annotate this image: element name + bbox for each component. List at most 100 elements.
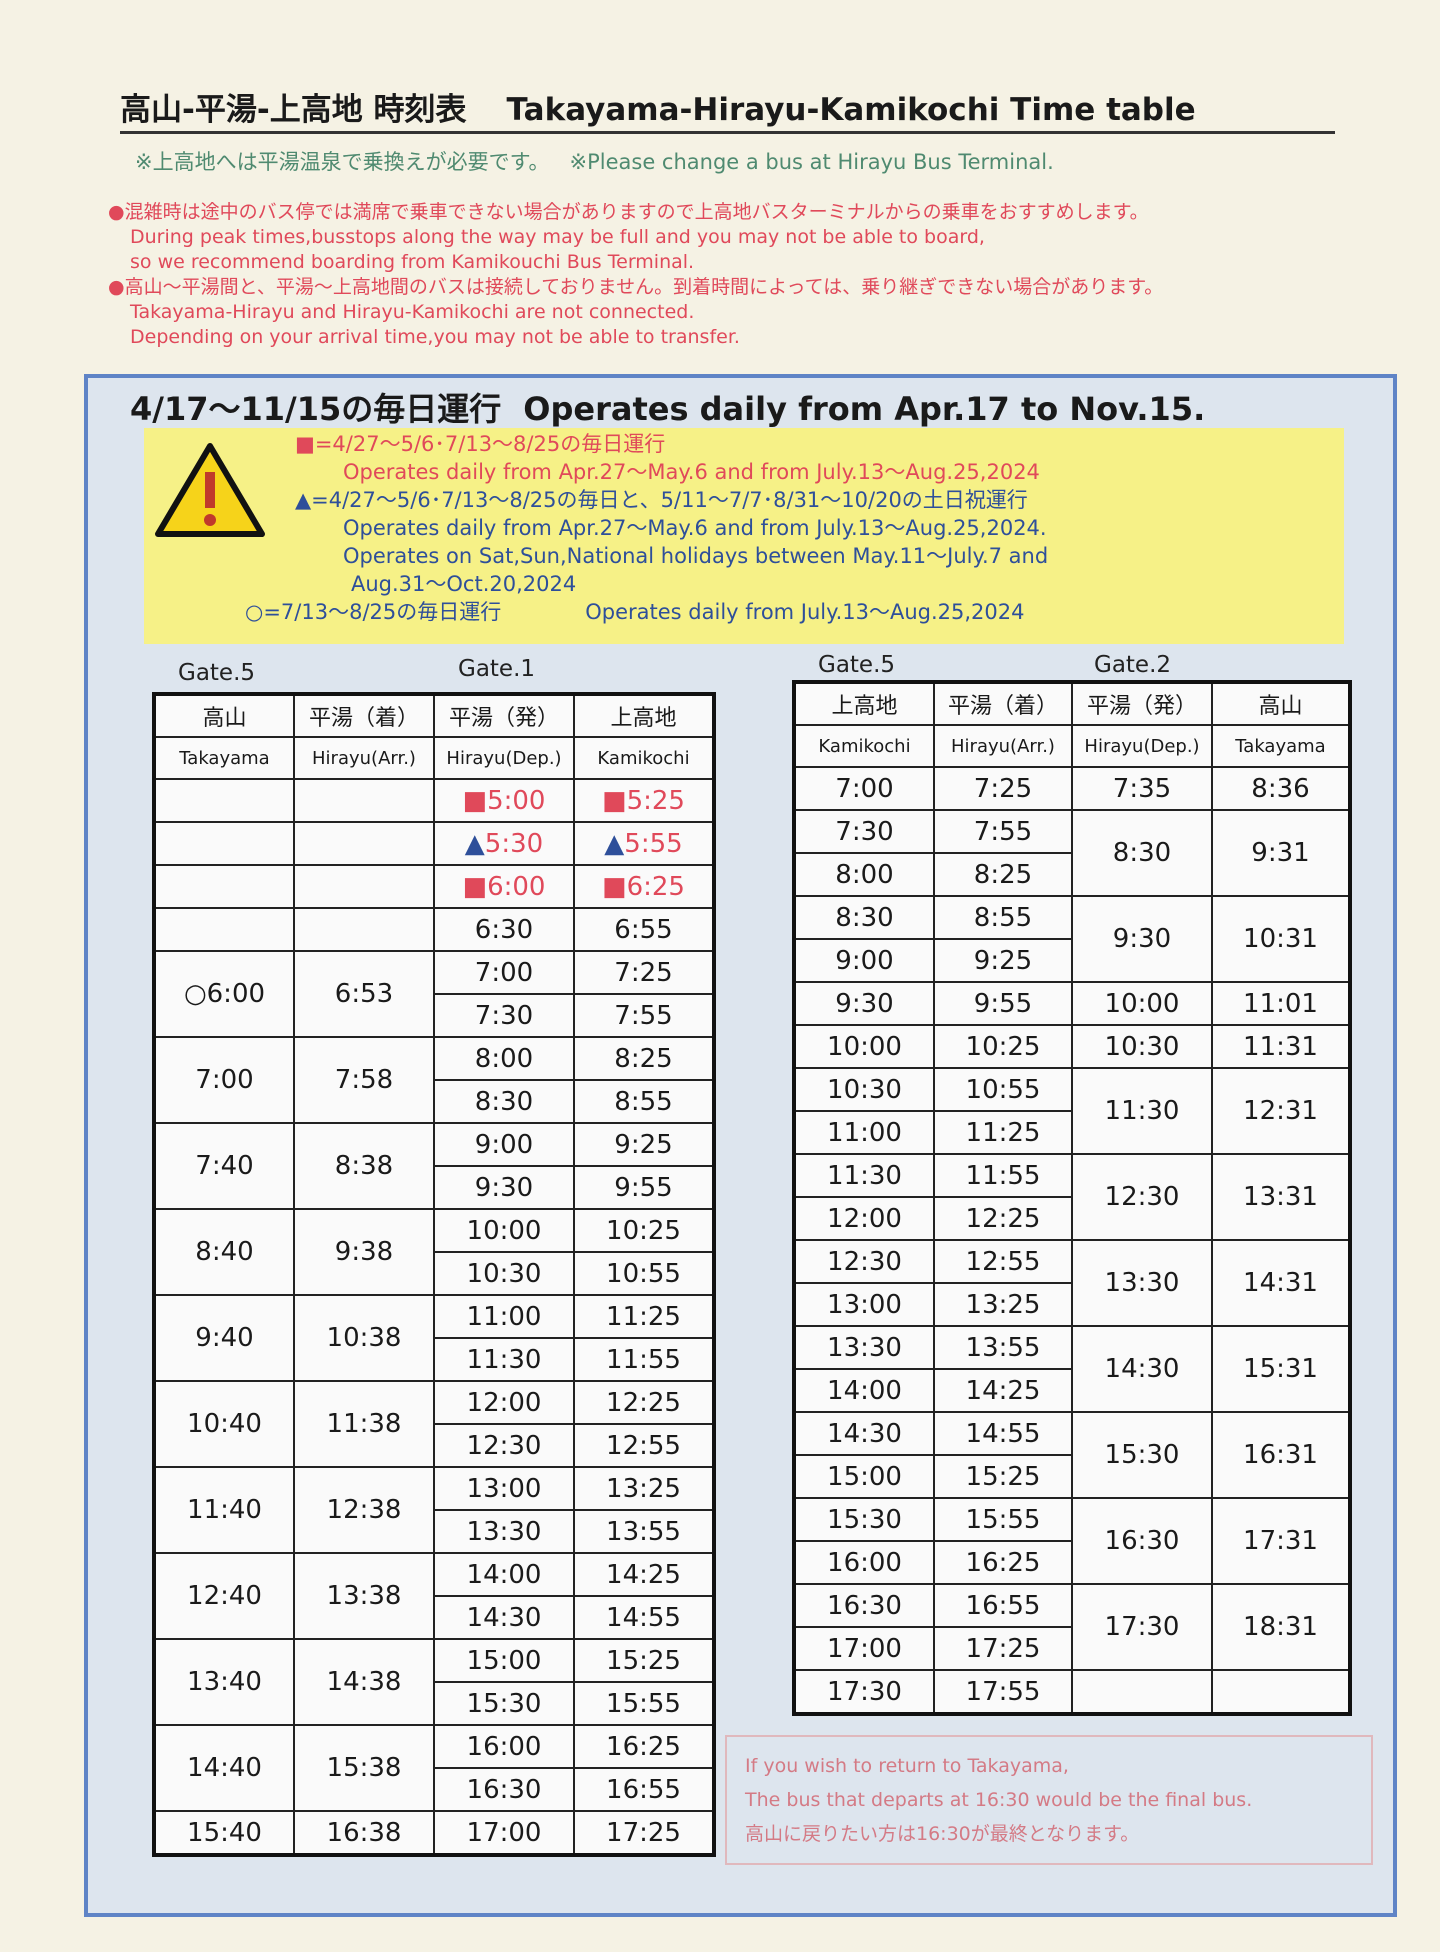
row: 13:30 13:55 14:30 15:31 xyxy=(793,1325,1351,1413)
time-cell: 12:55 xyxy=(573,1423,715,1468)
time-cell: 16:30 xyxy=(1071,1497,1213,1585)
time-cell: 11:01 xyxy=(1211,981,1351,1026)
row: 17:30 17:55 xyxy=(793,1669,1351,1715)
time-cell: 16:30 xyxy=(793,1583,935,1628)
gate-label: Gate.1 xyxy=(458,656,536,682)
row: 14:30 14:55 15:30 16:31 xyxy=(793,1411,1351,1499)
time-cell: 12:55 xyxy=(933,1239,1073,1284)
time-cell: 14:25 xyxy=(573,1552,715,1597)
row: 11:40 12:38 13:00 13:25 xyxy=(153,1466,715,1554)
row: 14:00 14:25 xyxy=(793,1368,1350,1413)
time-cell: 8:00 xyxy=(793,852,935,897)
time-cell: 17:30 xyxy=(793,1669,935,1715)
time-cell: 14:40 xyxy=(153,1724,295,1812)
row: 10:40 11:38 12:00 12:25 xyxy=(153,1380,715,1468)
header-row: Kamikochi Hirayu(Arr.) Hirayu(Dep.) Takayam… xyxy=(793,724,1351,768)
row: 7:00 7:25 7:35 8:36 xyxy=(793,766,1351,811)
time-cell: 10:00 xyxy=(793,1024,935,1069)
time-cell: 14:55 xyxy=(573,1595,715,1640)
time-cell: 14:00 xyxy=(793,1368,935,1413)
warning-line: Depending on your arrival time,you may n… xyxy=(130,326,740,348)
row: 14:30 14:55 xyxy=(154,1595,715,1640)
time-cell: 14:31 xyxy=(1211,1239,1351,1327)
time-cell: 11:31 xyxy=(1211,1024,1351,1069)
row: 8:00 8:25 xyxy=(793,852,1350,897)
time-cell: 15:38 xyxy=(293,1724,435,1812)
warning-line: Takayama-Hirayu and Hirayu-Kamikochi are… xyxy=(130,301,695,323)
row: 8:30 8:55 xyxy=(154,1079,715,1124)
row: 10:30 10:55 11:30 12:31 xyxy=(793,1067,1351,1155)
column-header: Hirayu(Arr.) xyxy=(933,724,1073,768)
time-cell: 15:00 xyxy=(433,1638,575,1683)
row: 8:30 8:55 9:30 10:31 xyxy=(793,895,1351,983)
time-cell: 8:30 xyxy=(433,1079,575,1124)
table-head: 高山 平湯（着） 平湯（発） 上高地 Takayama Hirayu(Arr.) Hiray… xyxy=(153,693,715,780)
table-body: ■5:00 ■5:25 ▲5:30 ▲5:55 ■6:00 ■6:25 6:30 6:55 ○6… xyxy=(153,778,715,1856)
row: 9:30 9:55 xyxy=(154,1165,715,1210)
warning: ●高山～平湯間と、平湯～上高地間のバスは接続しておりません。到着時間によっては、… xyxy=(108,275,1163,350)
row: 15:40 16:38 17:00 17:25 xyxy=(153,1810,715,1856)
time-cell: 16:00 xyxy=(433,1724,575,1769)
empty-cell xyxy=(1211,1669,1351,1715)
table-body: 7:00 7:25 7:35 8:36 7:30 7:55 8:30 9:31 8:00 8:25… xyxy=(793,766,1351,1715)
time-cell: 14:00 xyxy=(433,1552,575,1597)
time-cell: 15:55 xyxy=(933,1497,1073,1542)
time-cell: 10:55 xyxy=(933,1067,1073,1112)
time-cell: 13:55 xyxy=(573,1509,715,1554)
row: 13:00 13:25 xyxy=(793,1282,1350,1327)
time-cell: 9:30 xyxy=(433,1165,575,1210)
time-cell: 8:38 xyxy=(293,1122,435,1210)
column-header: 平湯（着） xyxy=(293,693,435,738)
row: 9:00 9:25 xyxy=(793,938,1350,983)
row: 15:30 15:55 16:30 17:31 xyxy=(793,1497,1351,1585)
time-cell: 9:25 xyxy=(933,938,1073,983)
time-cell: 14:30 xyxy=(793,1411,935,1456)
time-cell: 15:30 xyxy=(793,1497,935,1542)
time-cell: 13:31 xyxy=(1211,1153,1351,1241)
time-cell: 16:25 xyxy=(573,1724,715,1769)
time-cell: 11:30 xyxy=(1071,1067,1213,1155)
time-cell: 17:00 xyxy=(433,1810,575,1856)
row: 11:30 11:55 xyxy=(154,1337,715,1382)
season-heading: 4/17～11/15の毎日運行 Operates daily from Apr.1… xyxy=(130,384,1205,430)
time-cell: 9:30 xyxy=(793,981,935,1026)
warning: ●混雑時は途中のバス停では満席で乗車できない場合がありますので上高地バスターミナ… xyxy=(108,200,1163,275)
time-cell: 16:55 xyxy=(573,1767,715,1812)
time-cell: 8:30 xyxy=(793,895,935,940)
time-cell: 9:55 xyxy=(933,981,1073,1026)
row: 7:40 8:38 9:00 9:25 xyxy=(153,1122,715,1210)
column-header: 平湯（発） xyxy=(1071,681,1213,726)
time-cell: 8:55 xyxy=(573,1079,715,1124)
time-cell: ■6:25 xyxy=(573,864,715,909)
time-cell: 10:30 xyxy=(1071,1024,1213,1069)
time-cell: ▲5:55 xyxy=(573,821,715,866)
row: 6:30 6:55 xyxy=(153,907,715,952)
return-table: 上高地 平湯（着） 平湯（発） 高山 Kamikochi Hirayu(Arr.) Hira… xyxy=(792,680,1352,1716)
table-head: 上高地 平湯（着） 平湯（発） 高山 Kamikochi Hirayu(Arr.) Hira… xyxy=(793,681,1351,768)
time-cell: 8:40 xyxy=(153,1208,295,1296)
legend-square-en: Operates daily from Apr.27～May.6 and fro… xyxy=(343,460,1040,484)
time-cell: 10:55 xyxy=(573,1251,715,1296)
time-cell: 8:36 xyxy=(1211,766,1351,811)
row: ■6:00 ■6:25 xyxy=(153,864,715,909)
row: 13:40 14:38 15:00 15:25 xyxy=(153,1638,715,1726)
time-cell: 12:00 xyxy=(793,1196,935,1241)
column-header: Kamikochi xyxy=(573,736,715,780)
heading-ja: 4/17～11/15の毎日運行 xyxy=(130,390,502,428)
warnings: ●混雑時は途中のバス停では満席で乗車できない場合がありますので上高地バスターミナ… xyxy=(108,200,1163,350)
time-cell: 18:31 xyxy=(1211,1583,1351,1671)
row: 11:00 11:25 xyxy=(793,1110,1350,1155)
time-cell: 14:30 xyxy=(433,1595,575,1640)
time-cell: 7:00 xyxy=(433,950,575,995)
time-cell: 9:38 xyxy=(293,1208,435,1296)
header-row: 上高地 平湯（着） 平湯（発） 高山 xyxy=(793,681,1351,726)
row: 7:00 7:58 8:00 8:25 xyxy=(153,1036,715,1124)
row: 11:30 11:55 12:30 13:31 xyxy=(793,1153,1351,1241)
time-cell: 9:31 xyxy=(1211,809,1351,897)
warning-icon xyxy=(155,443,265,537)
time-cell: 15:00 xyxy=(793,1454,935,1499)
time-cell: ■5:25 xyxy=(573,778,715,823)
time-cell: 10:00 xyxy=(1071,981,1213,1026)
time-cell: 11:30 xyxy=(793,1153,935,1198)
